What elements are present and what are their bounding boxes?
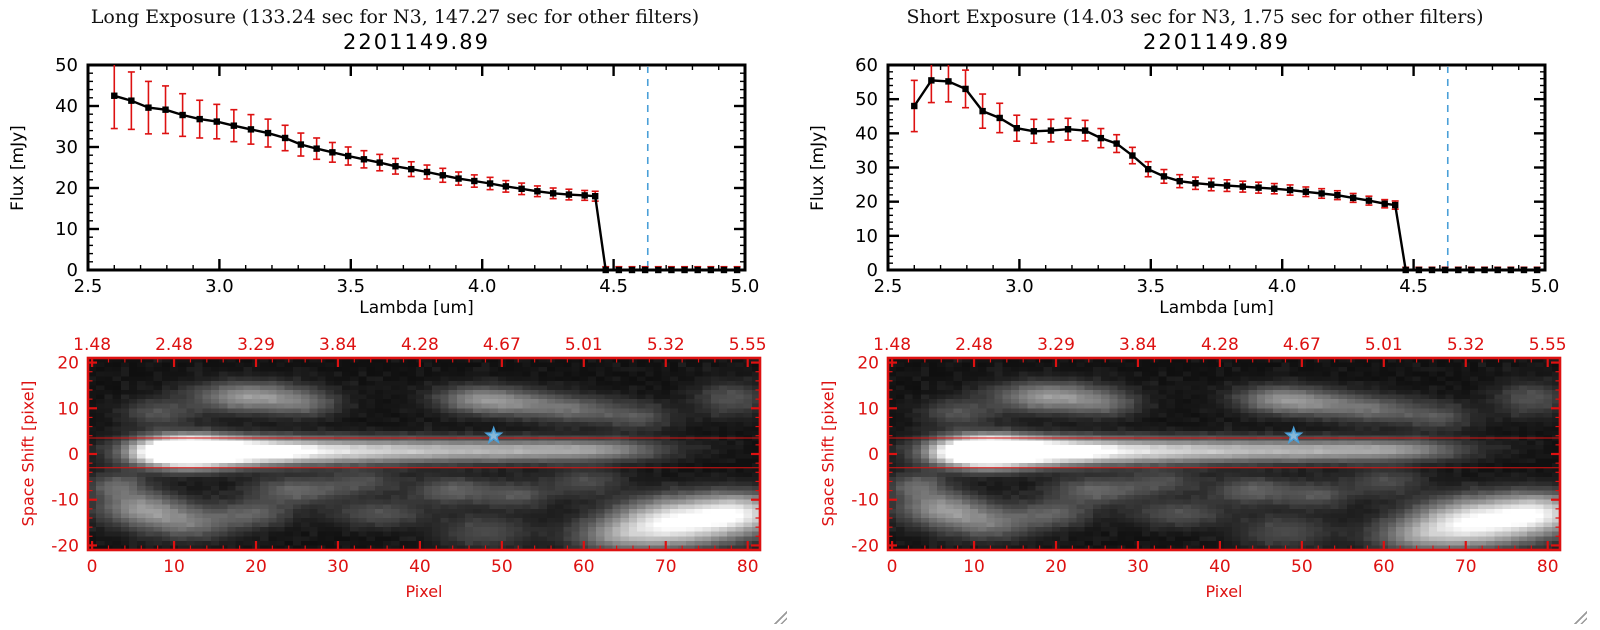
- error-bars: [910, 65, 1541, 270]
- svg-text:5.32: 5.32: [647, 335, 685, 355]
- source-id-title: 2201149.89: [1143, 30, 1290, 54]
- svg-text:70: 70: [1455, 557, 1477, 577]
- svg-text:50: 50: [855, 89, 878, 110]
- svg-text:5.0: 5.0: [731, 276, 760, 297]
- svg-text:10: 10: [163, 557, 185, 577]
- svg-text:0: 0: [867, 260, 878, 281]
- svg-text:4.28: 4.28: [1201, 335, 1239, 355]
- svg-text:3.84: 3.84: [319, 335, 357, 355]
- svg-text:-20: -20: [851, 536, 879, 556]
- svg-text:40: 40: [855, 123, 878, 144]
- svg-text:0: 0: [868, 445, 879, 465]
- svg-text:3.84: 3.84: [1119, 335, 1157, 355]
- svg-text:2.48: 2.48: [955, 335, 993, 355]
- resize-grip[interactable]: [772, 609, 787, 624]
- svg-text:3.29: 3.29: [237, 335, 275, 355]
- svg-text:5.01: 5.01: [1365, 335, 1403, 355]
- svg-text:40: 40: [1209, 557, 1231, 577]
- svg-text:1.48: 1.48: [73, 335, 111, 355]
- flux-line: [913, 79, 1538, 272]
- short-exposure-panel: Short Exposure (14.03 sec for N3, 1.75 s…: [800, 0, 1590, 630]
- svg-text:10: 10: [857, 399, 879, 419]
- spectral-image-canvas: [88, 358, 760, 550]
- pixel-axis-label: Pixel: [1205, 582, 1243, 601]
- pixel-axis-label: Pixel: [405, 582, 443, 601]
- svg-text:20: 20: [1045, 557, 1067, 577]
- svg-text:5.01: 5.01: [565, 335, 603, 355]
- svg-text:10: 10: [55, 219, 78, 240]
- panel-title: Long Exposure (133.24 sec for N3, 147.27…: [90, 6, 700, 28]
- svg-text:4.5: 4.5: [1399, 276, 1428, 297]
- long-exposure-panel: Long Exposure (133.24 sec for N3, 147.27…: [0, 0, 790, 630]
- space-shift-axis-label: Space Shift [pixel]: [18, 380, 38, 527]
- svg-text:0: 0: [887, 557, 898, 577]
- svg-text:-10: -10: [51, 491, 79, 511]
- svg-text:60: 60: [573, 557, 595, 577]
- svg-text:80: 80: [737, 557, 759, 577]
- svg-text:5.55: 5.55: [729, 335, 767, 355]
- svg-text:4.5: 4.5: [599, 276, 628, 297]
- error-bars: [110, 65, 741, 270]
- svg-text:50: 50: [55, 55, 78, 76]
- svg-text:30: 30: [855, 158, 878, 179]
- svg-text:40: 40: [55, 96, 78, 117]
- resize-grip[interactable]: [1572, 609, 1587, 624]
- spectrum-plot: 2.5 3.0 3.5 4.0 4.5 5.0 0 10 20 30 40 50 60: [855, 55, 1559, 297]
- source-id-title: 2201149.89: [343, 30, 490, 54]
- svg-text:0: 0: [67, 260, 78, 281]
- svg-text:10: 10: [57, 399, 79, 419]
- svg-text:0: 0: [68, 445, 79, 465]
- svg-text:3.5: 3.5: [336, 276, 365, 297]
- flux-axis-label: Flux [mJy]: [8, 125, 28, 211]
- svg-text:5.0: 5.0: [1531, 276, 1560, 297]
- panel-title: Short Exposure (14.03 sec for N3, 1.75 s…: [906, 6, 1484, 28]
- svg-text:4.0: 4.0: [468, 276, 497, 297]
- svg-text:3.0: 3.0: [1005, 276, 1034, 297]
- svg-text:30: 30: [1127, 557, 1149, 577]
- svg-text:60: 60: [1373, 557, 1395, 577]
- svg-text:3.5: 3.5: [1136, 276, 1165, 297]
- svg-text:-20: -20: [51, 536, 79, 556]
- svg-text:80: 80: [1537, 557, 1559, 577]
- svg-text:20: 20: [57, 354, 79, 374]
- svg-text:2.5: 2.5: [874, 276, 903, 297]
- svg-text:4.0: 4.0: [1268, 276, 1297, 297]
- lambda-axis-label: Lambda [um]: [359, 298, 474, 318]
- svg-text:40: 40: [409, 557, 431, 577]
- svg-text:4.67: 4.67: [483, 335, 521, 355]
- flux-line: [113, 94, 738, 272]
- svg-text:1.48: 1.48: [873, 335, 911, 355]
- svg-text:20: 20: [55, 178, 78, 199]
- svg-text:30: 30: [327, 557, 349, 577]
- svg-text:2.48: 2.48: [155, 335, 193, 355]
- svg-text:0: 0: [87, 557, 98, 577]
- spectrum-plot: 2.5 3.0 3.5 4.0 4.5 5.0 0 10 20 30 40 50: [55, 55, 759, 297]
- svg-text:2.5: 2.5: [74, 276, 103, 297]
- flux-markers: [911, 77, 1541, 274]
- svg-text:5.55: 5.55: [1529, 335, 1567, 355]
- svg-text:50: 50: [491, 557, 513, 577]
- svg-text:5.32: 5.32: [1447, 335, 1485, 355]
- svg-text:30: 30: [55, 137, 78, 158]
- svg-text:4.67: 4.67: [1283, 335, 1321, 355]
- space-shift-axis-label: Space Shift [pixel]: [818, 380, 838, 527]
- lambda-axis-label: Lambda [um]: [1159, 298, 1274, 318]
- svg-text:60: 60: [855, 55, 878, 76]
- spectral-image-canvas: [888, 358, 1560, 550]
- flux-markers: [111, 92, 741, 274]
- svg-text:70: 70: [655, 557, 677, 577]
- svg-text:20: 20: [855, 192, 878, 213]
- svg-text:20: 20: [245, 557, 267, 577]
- svg-text:50: 50: [1291, 557, 1313, 577]
- svg-text:4.28: 4.28: [401, 335, 439, 355]
- svg-text:20: 20: [857, 354, 879, 374]
- svg-text:10: 10: [855, 226, 878, 247]
- svg-text:3.0: 3.0: [205, 276, 234, 297]
- svg-text:-10: -10: [851, 491, 879, 511]
- svg-text:3.29: 3.29: [1037, 335, 1075, 355]
- flux-axis-label: Flux [mJy]: [808, 125, 828, 211]
- svg-text:10: 10: [963, 557, 985, 577]
